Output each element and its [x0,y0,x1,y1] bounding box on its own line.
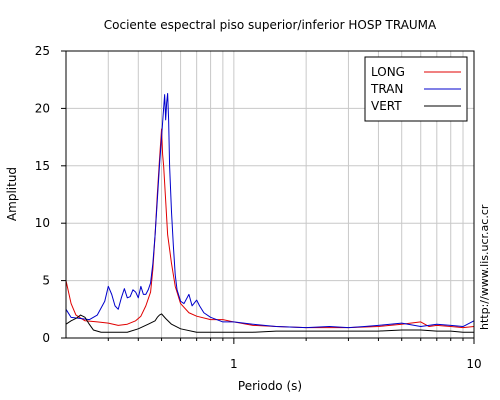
x-tick-label: 10 [466,357,481,371]
y-tick-label: 15 [35,159,50,173]
y-axis-label: Amplitud [5,167,19,221]
y-tick-label: 5 [42,274,50,288]
plot-frame [65,50,475,339]
legend-label-vert: VERT [371,99,402,113]
x-axis-ticks: 1 10 [107,338,482,371]
x-tick-label: 1 [230,357,238,371]
legend-label-long: LONG [371,65,405,79]
legend: LONG TRAN VERT [364,56,468,122]
y-axis-ticks: 0 5 10 15 20 25 [35,44,66,345]
y-tick-label: 0 [42,331,50,345]
y-tick-label: 20 [35,101,50,115]
series-lines [65,92,475,333]
series-line-vert [65,313,474,333]
chart-title: Cociente espectral piso superior/inferio… [104,18,437,32]
series-line-tran [65,92,475,329]
legend-box [364,56,468,122]
y-tick-label: 10 [35,216,50,230]
series-line-long [65,128,475,329]
legend-label-tran: TRAN [370,82,403,96]
y-tick-label: 25 [35,44,50,58]
source-url: http://www.lis.ucr.ac.cr [478,204,491,330]
x-axis-label: Periodo (s) [238,379,302,393]
